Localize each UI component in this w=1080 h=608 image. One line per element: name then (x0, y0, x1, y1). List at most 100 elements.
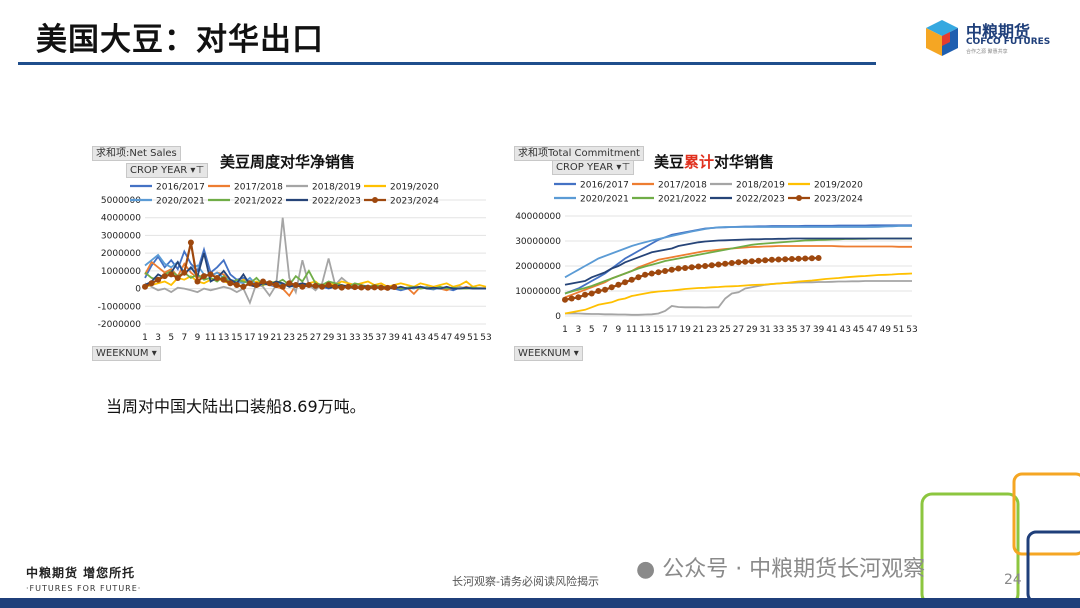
series-point (332, 283, 339, 290)
x-tick-label: 17 (666, 325, 677, 335)
series-point (575, 294, 582, 301)
series-point (648, 270, 655, 277)
series-point (675, 265, 682, 272)
series-point (715, 261, 722, 268)
series-point (615, 281, 622, 288)
x-tick-label: 7 (181, 333, 187, 343)
wechat-watermark: ● 公众号 · 中粮期货长河观察 (636, 551, 925, 583)
y-tick-label: 40000000 (515, 212, 561, 222)
filter-funnel-icon: ▾⊤ (190, 165, 205, 176)
series-point (338, 284, 345, 291)
legend-label: 2018/2019 (312, 183, 361, 193)
series-point (305, 282, 312, 289)
x-tick-label: 49 (454, 333, 466, 343)
footer-tagline: ·FUTURES FOR FUTURE· (26, 584, 142, 593)
legend-label: 2017/2018 (234, 183, 283, 193)
watermark-text: 公众号 · 中粮期货长河观察 (662, 557, 926, 582)
y-tick-label: 20000000 (515, 262, 561, 272)
legend-label: 2021/2022 (234, 197, 283, 207)
x-tick-label: 35 (362, 333, 373, 343)
page-number: 24 (1004, 572, 1022, 588)
legend-label: 2016/2017 (580, 181, 629, 191)
series-point (312, 282, 319, 289)
weeknum-axis-button-2[interactable]: WEEKNUM ▾ (514, 346, 583, 361)
crop-year-filter[interactable]: CROP YEAR ▾⊤ (126, 163, 209, 178)
series-point (688, 264, 695, 271)
x-tick-label: 29 (746, 325, 758, 335)
x-tick-label: 47 (866, 325, 877, 335)
footer-brand: 中粮期货 增您所托 ·FUTURES FOR FUTURE· (26, 564, 141, 593)
series-point (233, 282, 240, 289)
legend-label: 2023/2024 (390, 197, 439, 207)
page-title: 美国大豆：对华出口 (36, 22, 324, 58)
x-tick-label: 1 (562, 325, 568, 335)
x-tick-label: 41 (402, 333, 413, 343)
series-point (668, 266, 675, 273)
x-tick-label: 21 (270, 333, 281, 343)
crop-year-label-2: CROP YEAR (556, 162, 614, 173)
series-point (371, 284, 378, 291)
series-point (155, 276, 162, 283)
x-tick-label: 1 (142, 333, 148, 343)
series-line-2018/2019 (564, 280, 912, 316)
series-line-2022/2023 (564, 237, 912, 286)
series-point (319, 283, 326, 290)
title-divider (18, 62, 876, 65)
series-point (174, 274, 181, 281)
x-tick-label: 3 (155, 333, 161, 343)
x-tick-label: 23 (706, 325, 717, 335)
x-tick-label: 49 (880, 325, 892, 335)
series-point (260, 278, 267, 285)
series-point (194, 278, 201, 285)
series-point (635, 274, 642, 281)
series-point (161, 273, 168, 280)
x-tick-label: 29 (323, 333, 335, 343)
series-point (227, 280, 234, 287)
series-point (384, 284, 391, 291)
series-line-2019/2020 (564, 272, 913, 315)
series-point (279, 283, 286, 290)
series-point (742, 258, 749, 265)
series-point (608, 284, 615, 291)
footer-disclaimer: 长河观察-请务必阅读风险揭示 (452, 575, 599, 588)
legend-label: 2018/2019 (736, 181, 785, 191)
series-point (292, 282, 299, 289)
wechat-icon: ● (636, 557, 656, 582)
series-point (782, 256, 789, 263)
x-tick-label: 21 (693, 325, 704, 335)
series-point (240, 283, 247, 290)
series-point (378, 284, 385, 291)
series-point (358, 284, 365, 291)
series-point (148, 280, 155, 287)
footer-bar (0, 598, 1080, 608)
weeknum-label: WEEKNUM (96, 348, 149, 359)
crop-year-filter-2[interactable]: CROP YEAR ▾⊤ (552, 160, 635, 175)
x-tick-label: 43 (840, 325, 851, 335)
x-tick-label: 5 (168, 333, 174, 343)
x-tick-label: 5 (589, 325, 595, 335)
pivot-field-net-sales[interactable]: 求和项:Net Sales (92, 146, 181, 161)
y-tick-label: 0 (135, 285, 141, 295)
series-point (391, 284, 398, 291)
filter-funnel-icon-2: ▾⊤ (616, 162, 631, 173)
x-tick-label: 31 (759, 325, 770, 335)
legend-label: 2022/2023 (736, 195, 785, 205)
weeknum-axis-button[interactable]: WEEKNUM ▾ (92, 346, 161, 361)
series-point (595, 288, 602, 294)
title-part-3: 对华销售 (714, 153, 775, 171)
x-tick-label: 45 (428, 333, 439, 343)
cofco-logo: 中粮期货 COFCO FUTURES 合作之源 聚惠共享 (922, 16, 1062, 60)
series-point (168, 271, 175, 278)
dropdown-arrow-icon: ▾ (151, 348, 157, 359)
series-point (748, 258, 755, 265)
x-tick-label: 13 (218, 333, 229, 343)
x-tick-label: 45 (853, 325, 864, 335)
series-point (728, 260, 735, 266)
decorative-frames (920, 472, 1080, 598)
series-point (662, 268, 669, 274)
x-tick-label: 27 (733, 325, 744, 335)
x-tick-label: 39 (813, 325, 825, 335)
crop-year-label: CROP YEAR (130, 165, 188, 176)
series-point (207, 271, 214, 278)
